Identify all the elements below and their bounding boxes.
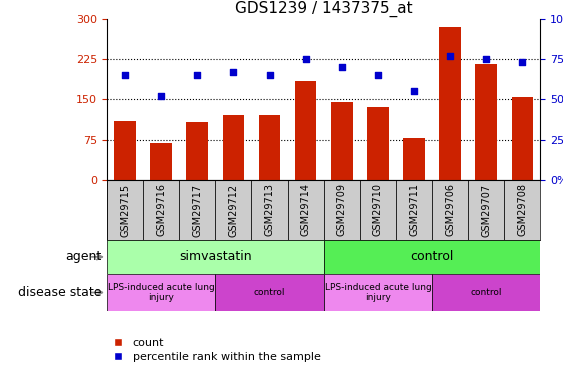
Point [337,64,346,70]
Text: GSM29710: GSM29710 [373,183,383,237]
Text: GSM29711: GSM29711 [409,183,419,237]
Bar [252,180,288,240]
Bar [215,274,324,311]
Point [482,56,491,62]
Point [193,72,202,78]
Point [265,72,274,78]
Text: GSM29708: GSM29708 [517,183,528,237]
Bar [324,240,540,274]
Bar [143,180,179,240]
Text: GSM29707: GSM29707 [481,183,491,237]
Text: control: control [254,288,285,297]
Bar [288,180,324,240]
Text: GSM29709: GSM29709 [337,183,347,237]
Bar [432,274,540,311]
Bar [107,240,324,274]
Bar [324,180,360,240]
Bar [179,180,215,240]
Bar [107,180,143,240]
Bar [215,180,252,240]
Bar [475,64,497,180]
Point [409,88,418,94]
Text: agent: agent [65,251,101,263]
Text: disease state: disease state [18,286,101,299]
Point [518,59,527,65]
Bar [512,97,533,180]
Bar [439,27,461,180]
Bar [258,116,280,180]
Bar [150,144,172,180]
Legend: count, percentile rank within the sample: count, percentile rank within the sample [113,338,320,362]
Text: GSM29716: GSM29716 [156,183,166,237]
Text: GSM29715: GSM29715 [120,183,130,237]
Point [446,53,455,59]
Text: GSM29713: GSM29713 [265,183,275,237]
Bar [396,180,432,240]
Text: LPS-induced acute lung
injury: LPS-induced acute lung injury [108,283,215,302]
Text: GSM29717: GSM29717 [193,183,202,237]
Text: control: control [471,288,502,297]
Bar [367,107,389,180]
Point [120,72,129,78]
Text: GSM29712: GSM29712 [229,183,238,237]
Bar [186,122,208,180]
Text: LPS-induced acute lung
injury: LPS-induced acute lung injury [324,283,431,302]
Point [157,93,166,99]
Text: GSM29706: GSM29706 [445,183,455,237]
Bar [360,180,396,240]
Text: GSM29714: GSM29714 [301,183,311,237]
Bar [295,81,316,180]
Bar [504,180,540,240]
Bar [403,138,425,180]
Bar [114,121,136,180]
Bar [331,102,352,180]
Bar [468,180,504,240]
Bar [222,116,244,180]
Bar [324,274,432,311]
Bar [432,180,468,240]
Point [229,69,238,75]
Point [373,72,382,78]
Text: simvastatin: simvastatin [179,251,252,263]
Title: GDS1239 / 1437375_at: GDS1239 / 1437375_at [235,1,413,17]
Point [301,56,310,62]
Text: control: control [410,251,454,263]
Bar [107,274,215,311]
